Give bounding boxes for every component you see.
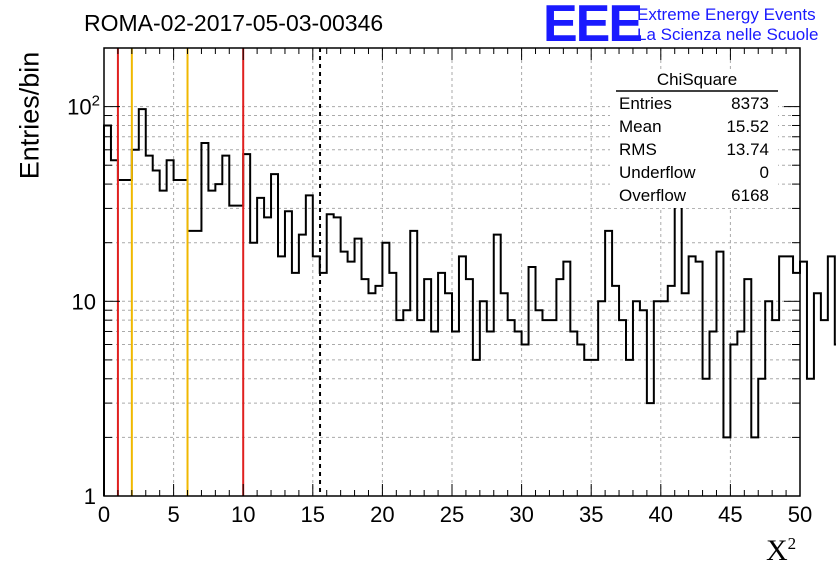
stats-row-label: Entries bbox=[619, 94, 672, 113]
stats-row-label: Mean bbox=[619, 117, 662, 136]
x-tick-label: 5 bbox=[167, 502, 179, 527]
stats-row-value: 13.74 bbox=[726, 140, 769, 159]
x-axis-label-exponent: 2 bbox=[787, 534, 797, 553]
x-tick-label: 40 bbox=[649, 502, 673, 527]
stats-box-title: ChiSquare bbox=[657, 70, 737, 89]
x-tick-label: 10 bbox=[231, 502, 255, 527]
stats-row-label: RMS bbox=[619, 140, 657, 159]
stats-row-value: 0 bbox=[760, 163, 769, 182]
x-tick-label: 30 bbox=[509, 502, 533, 527]
x-axis-label-base: X bbox=[766, 534, 788, 567]
y-tick-label: 102 bbox=[67, 93, 100, 120]
chart-title: ROMA-02-2017-05-03-00346 bbox=[84, 10, 384, 36]
stats-row-label: Overflow bbox=[619, 186, 687, 205]
x-tick-label: 35 bbox=[579, 502, 603, 527]
y-tick-label: 1 bbox=[84, 484, 96, 509]
x-tick-label: 25 bbox=[440, 502, 464, 527]
stats-row-value: 6168 bbox=[731, 186, 769, 205]
y-tick-exponent: 2 bbox=[92, 93, 100, 110]
logo-line-2: La Scienza nelle Scuole bbox=[637, 25, 819, 44]
x-tick-label: 45 bbox=[718, 502, 742, 527]
stats-row-label: Underflow bbox=[619, 163, 696, 182]
logo-line-1: Extreme Energy Events bbox=[637, 5, 816, 24]
stats-box bbox=[610, 70, 778, 208]
x-tick-label: 0 bbox=[98, 502, 110, 527]
y-tick-label: 10 bbox=[72, 289, 96, 314]
x-tick-label: 15 bbox=[301, 502, 325, 527]
x-axis-label: X2 bbox=[766, 534, 796, 568]
x-tick-label: 50 bbox=[788, 502, 812, 527]
eee-logo: EEE bbox=[543, 0, 643, 53]
x-tick-label: 20 bbox=[370, 502, 394, 527]
histogram-series bbox=[103, 108, 836, 496]
stats-row-value: 15.52 bbox=[726, 117, 769, 136]
stats-row-value: 8373 bbox=[731, 94, 769, 113]
